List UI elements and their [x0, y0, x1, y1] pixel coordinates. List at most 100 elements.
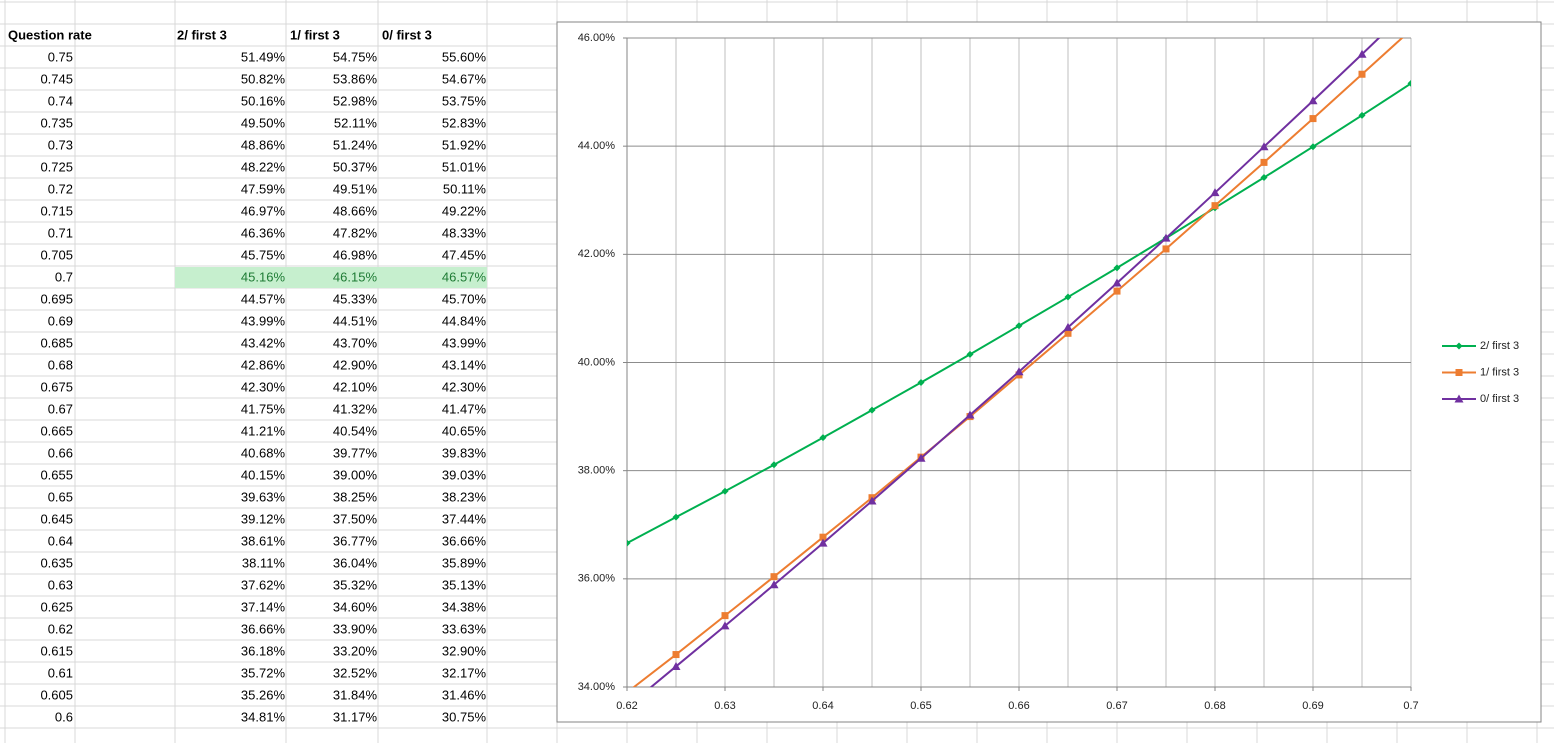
marker: [1064, 293, 1072, 301]
legend-label: 1/ first 3: [1480, 366, 1519, 378]
y-tick-label: 42.00%: [578, 248, 616, 260]
table-cell: 51.92%: [442, 137, 487, 152]
table-cell: 0.665: [40, 423, 73, 438]
table-cell: 42.86%: [241, 357, 286, 372]
marker: [1064, 329, 1072, 337]
table-cell: 44.57%: [241, 291, 286, 306]
marker: [721, 487, 729, 495]
table-cell: 0.73: [48, 137, 73, 152]
table-cell: 0.605: [40, 687, 73, 702]
table-cell: 40.54%: [333, 423, 378, 438]
marker: [721, 612, 729, 620]
table-cell: 48.66%: [333, 203, 378, 218]
marker: [1260, 158, 1268, 166]
table-cell: 33.63%: [442, 621, 487, 636]
table-cell: 39.00%: [333, 467, 378, 482]
marker: [1357, 49, 1367, 58]
table-cell: 38.11%: [242, 555, 286, 570]
table-cell: 31.46%: [442, 687, 487, 702]
marker: [1260, 174, 1268, 182]
marker: [1358, 70, 1366, 78]
table-cell: 0.67: [48, 401, 73, 416]
table-cell: 33.20%: [333, 643, 378, 658]
marker: [1113, 264, 1121, 272]
table-cell: 46.97%: [241, 203, 286, 218]
plot: [627, 38, 1411, 687]
table-cell: 55.60%: [442, 49, 487, 64]
marker: [1162, 245, 1170, 253]
table-cell: 30.75%: [442, 709, 487, 724]
table-cell: 53.75%: [442, 93, 487, 108]
table-cell: 50.11%: [443, 181, 487, 196]
table-cell: 51.49%: [241, 49, 286, 64]
table-cell: 49.51%: [333, 181, 378, 196]
table-cell: 54.67%: [442, 71, 487, 86]
table-cell: 51.01%: [442, 159, 487, 174]
marker: [672, 513, 680, 521]
marker: [671, 661, 681, 670]
y-tick-label: 40.00%: [578, 356, 616, 368]
table-cell: 0.725: [40, 159, 73, 174]
table-cell: 31.17%: [333, 709, 378, 724]
table-cell: 0.63: [48, 577, 73, 592]
table-cell: 45.75%: [241, 247, 286, 262]
marker: [627, 539, 631, 547]
marker: [1113, 287, 1121, 295]
x-tick-label: 0.67: [1106, 700, 1127, 712]
table-cell: 0.74: [48, 93, 73, 108]
table-cell: 39.63%: [241, 489, 286, 504]
x-tick-label: 0.64: [812, 700, 833, 712]
table-cell: 47.59%: [241, 181, 286, 196]
table-cell: 35.13%: [442, 577, 487, 592]
chart-area: [556, 21, 1542, 723]
table-cell: 36.66%: [442, 533, 487, 548]
marker: [819, 533, 827, 541]
table-cell: 0.72: [48, 181, 73, 196]
marker: [819, 434, 827, 442]
table-cell: 0.685: [40, 335, 73, 350]
table-cell: 0.635: [40, 555, 73, 570]
table-cell: 43.70%: [333, 335, 378, 350]
y-tick-label: 34.00%: [578, 681, 616, 693]
table-cell: 0.645: [40, 511, 73, 526]
table-cell: 46.15%: [333, 269, 378, 284]
table-cell: 34.38%: [442, 599, 487, 614]
marker: [1454, 394, 1464, 403]
marker: [770, 573, 778, 581]
table-cell: 50.37%: [333, 159, 378, 174]
marker: [966, 350, 974, 358]
marker: [1063, 322, 1073, 331]
marker: [1112, 278, 1122, 287]
table-cell: 0.71: [48, 225, 73, 240]
table-cell: 0.675: [40, 379, 73, 394]
marker: [1210, 188, 1220, 197]
table-cell: 35.26%: [241, 687, 286, 702]
table-cell: 51.24%: [333, 137, 378, 152]
marker: [1407, 79, 1411, 87]
header-cell: 2/ first 3: [177, 27, 227, 42]
x-tick-label: 0.65: [910, 700, 931, 712]
table-cell: 38.61%: [241, 533, 286, 548]
marker: [1309, 115, 1317, 123]
table-cell: 38.25%: [333, 489, 378, 504]
table-cell: 32.90%: [442, 643, 487, 658]
table-cell: 48.33%: [442, 225, 487, 240]
table-cell: 52.98%: [333, 93, 378, 108]
table-cell: 0.715: [40, 203, 73, 218]
table-cell: 0.6: [55, 709, 73, 724]
table-cell: 41.47%: [442, 401, 487, 416]
table-cell: 42.30%: [442, 379, 487, 394]
marker: [1161, 233, 1171, 242]
table-cell: 35.72%: [241, 665, 286, 680]
y-tick-label: 46.00%: [578, 32, 616, 44]
table-cell: 37.44%: [442, 511, 487, 526]
marker: [867, 496, 877, 505]
table-cell: 47.82%: [333, 225, 378, 240]
table-cell: 36.18%: [241, 643, 286, 658]
x-tick-label: 0.7: [1403, 700, 1418, 712]
table-cell: 35.32%: [333, 577, 378, 592]
table-cell: 49.22%: [442, 203, 487, 218]
marker: [1014, 367, 1024, 376]
table-cell: 53.86%: [333, 71, 378, 86]
